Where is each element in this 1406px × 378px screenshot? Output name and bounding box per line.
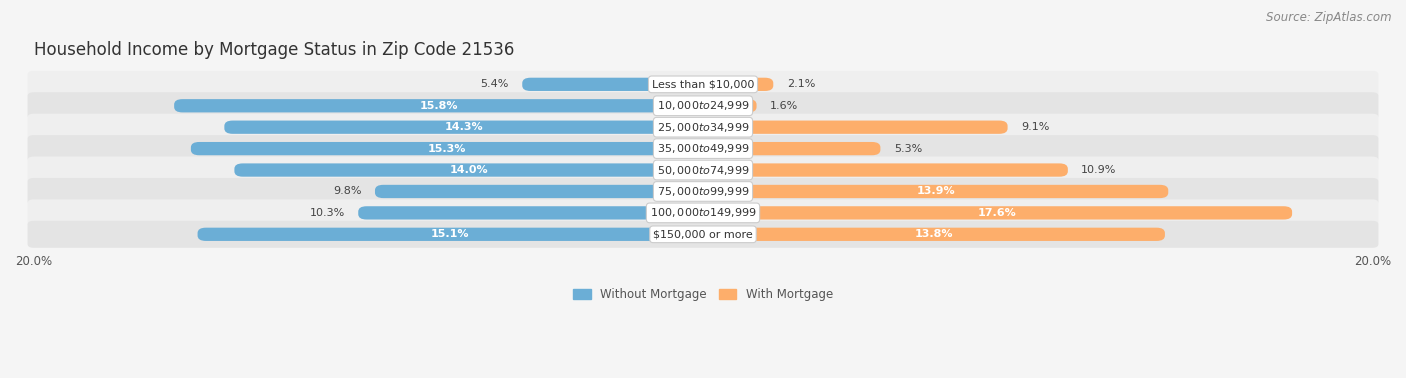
Text: 2.1%: 2.1% bbox=[787, 79, 815, 89]
Text: Household Income by Mortgage Status in Zip Code 21536: Household Income by Mortgage Status in Z… bbox=[34, 42, 515, 59]
Text: 17.6%: 17.6% bbox=[979, 208, 1017, 218]
FancyBboxPatch shape bbox=[703, 163, 1067, 177]
FancyBboxPatch shape bbox=[28, 114, 1378, 141]
FancyBboxPatch shape bbox=[235, 163, 703, 177]
Text: 10.9%: 10.9% bbox=[1081, 165, 1116, 175]
Legend: Without Mortgage, With Mortgage: Without Mortgage, With Mortgage bbox=[574, 288, 832, 301]
Text: 1.6%: 1.6% bbox=[770, 101, 799, 111]
Text: 15.1%: 15.1% bbox=[432, 229, 470, 239]
FancyBboxPatch shape bbox=[703, 99, 756, 112]
Text: 9.1%: 9.1% bbox=[1021, 122, 1049, 132]
Text: Source: ZipAtlas.com: Source: ZipAtlas.com bbox=[1267, 11, 1392, 24]
FancyBboxPatch shape bbox=[28, 92, 1378, 119]
Text: $150,000 or more: $150,000 or more bbox=[654, 229, 752, 239]
FancyBboxPatch shape bbox=[703, 142, 880, 155]
FancyBboxPatch shape bbox=[703, 78, 773, 91]
FancyBboxPatch shape bbox=[703, 121, 1008, 134]
Text: $50,000 to $74,999: $50,000 to $74,999 bbox=[657, 164, 749, 177]
Text: $10,000 to $24,999: $10,000 to $24,999 bbox=[657, 99, 749, 112]
Text: 10.3%: 10.3% bbox=[309, 208, 344, 218]
FancyBboxPatch shape bbox=[28, 221, 1378, 248]
Text: 14.0%: 14.0% bbox=[450, 165, 488, 175]
FancyBboxPatch shape bbox=[191, 142, 703, 155]
Text: 14.3%: 14.3% bbox=[444, 122, 484, 132]
FancyBboxPatch shape bbox=[28, 156, 1378, 184]
Text: 5.3%: 5.3% bbox=[894, 144, 922, 153]
Text: 15.8%: 15.8% bbox=[419, 101, 458, 111]
Text: $25,000 to $34,999: $25,000 to $34,999 bbox=[657, 121, 749, 134]
FancyBboxPatch shape bbox=[28, 135, 1378, 162]
FancyBboxPatch shape bbox=[28, 178, 1378, 205]
FancyBboxPatch shape bbox=[359, 206, 703, 220]
Text: $35,000 to $49,999: $35,000 to $49,999 bbox=[657, 142, 749, 155]
FancyBboxPatch shape bbox=[522, 78, 703, 91]
Text: $100,000 to $149,999: $100,000 to $149,999 bbox=[650, 206, 756, 219]
FancyBboxPatch shape bbox=[225, 121, 703, 134]
Text: 13.8%: 13.8% bbox=[915, 229, 953, 239]
Text: 15.3%: 15.3% bbox=[427, 144, 467, 153]
FancyBboxPatch shape bbox=[375, 185, 703, 198]
FancyBboxPatch shape bbox=[174, 99, 703, 112]
Text: 5.4%: 5.4% bbox=[481, 79, 509, 89]
FancyBboxPatch shape bbox=[28, 71, 1378, 98]
FancyBboxPatch shape bbox=[703, 185, 1168, 198]
FancyBboxPatch shape bbox=[28, 199, 1378, 226]
FancyBboxPatch shape bbox=[703, 228, 1166, 241]
Text: Less than $10,000: Less than $10,000 bbox=[652, 79, 754, 89]
FancyBboxPatch shape bbox=[198, 228, 703, 241]
Text: 9.8%: 9.8% bbox=[333, 186, 361, 197]
Text: $75,000 to $99,999: $75,000 to $99,999 bbox=[657, 185, 749, 198]
Text: 13.9%: 13.9% bbox=[917, 186, 955, 197]
FancyBboxPatch shape bbox=[703, 206, 1292, 220]
